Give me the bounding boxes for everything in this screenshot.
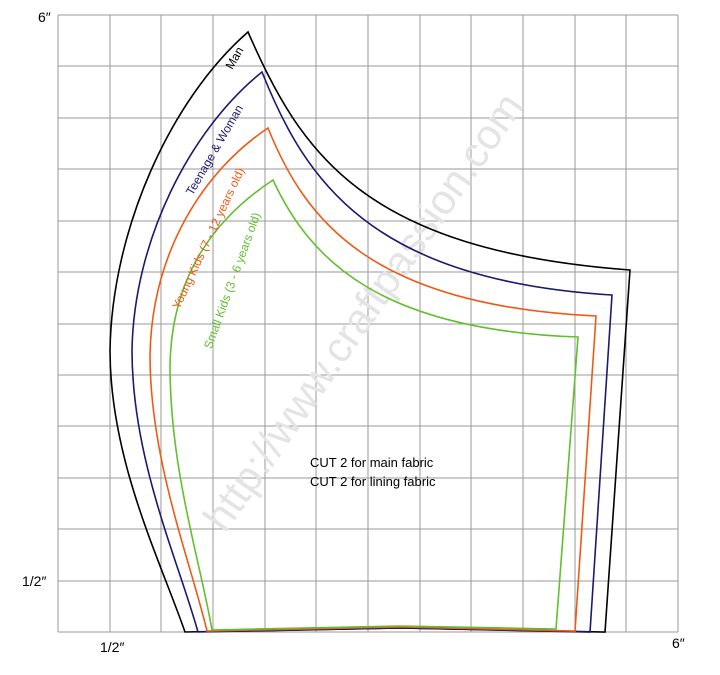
axis-label: 1/2″ (22, 573, 46, 589)
watermark: http://www.craftpassion.com (194, 84, 532, 539)
instruction: CUT 2 for lining fabric (310, 474, 436, 489)
outline-small (169, 178, 579, 631)
grid (57, 14, 679, 633)
instruction: CUT 2 for main fabric (310, 455, 434, 470)
axis-label: 6″ (38, 9, 51, 25)
outline-teenage (131, 70, 613, 633)
outline-young (149, 126, 597, 632)
size-label: Man (223, 44, 247, 71)
axis-label: 6″ (672, 635, 685, 651)
outline-man (109, 30, 631, 633)
axis-label: 1/2″ (100, 639, 124, 655)
